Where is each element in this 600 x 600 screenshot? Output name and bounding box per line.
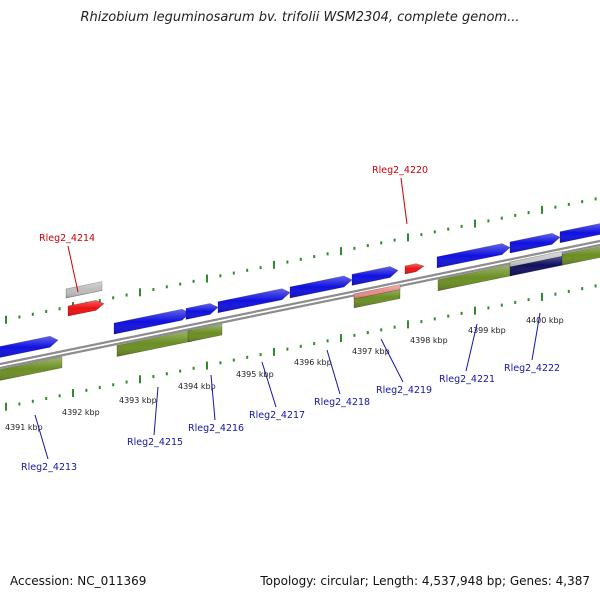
cds-reverse-highlight-shine xyxy=(510,254,562,276)
tick-label: 4391 kbp xyxy=(5,423,43,432)
gene-leader-line xyxy=(531,312,541,361)
tick-label: 4397 kbp xyxy=(352,347,390,356)
map-title: Rhizobium leguminosarum bv. trifolii WSM… xyxy=(80,10,520,25)
gene-label[interactable]: Rleg2_4220 xyxy=(372,165,428,176)
feature-gray-shine xyxy=(510,251,562,267)
gene-leader-line xyxy=(380,338,404,383)
gene-leader-line xyxy=(153,386,159,436)
accession-text: Accession: NC_011369 xyxy=(10,574,147,588)
tick-label: 4395 kbp xyxy=(236,370,274,379)
gene-label[interactable]: Rleg2_4222 xyxy=(504,363,560,374)
gene-label[interactable]: Rleg2_4215 xyxy=(127,437,183,448)
gene-label[interactable]: Rleg2_4217 xyxy=(249,410,305,421)
backbone-line xyxy=(0,243,600,370)
cds-forward-shine xyxy=(290,275,352,299)
gene-leader-line xyxy=(261,361,277,408)
gene-label[interactable]: Rleg2_4216 xyxy=(188,423,244,434)
gene-leader-line xyxy=(34,414,49,460)
cds-reverse-shine xyxy=(354,287,400,308)
tick-label: 4399 kbp xyxy=(468,326,506,335)
cds-forward-shine xyxy=(218,288,290,313)
gene-leader-line xyxy=(210,374,216,421)
cds-reverse-shine xyxy=(117,330,192,357)
feature-pink-shine xyxy=(354,284,400,299)
cds-forward-shine xyxy=(510,233,560,253)
gene-rleg2-4220-shine xyxy=(405,263,424,274)
gene-label[interactable]: Rleg2_4219 xyxy=(376,385,432,396)
cds-forward-shine xyxy=(114,309,190,335)
gene-label[interactable]: Rleg2_4214 xyxy=(39,233,95,244)
tick-label: 4394 kbp xyxy=(178,382,216,391)
feature-gray-shine xyxy=(66,281,102,298)
cds-reverse-shine xyxy=(0,356,62,381)
gene-label[interactable]: Rleg2_4221 xyxy=(439,374,495,385)
cds-forward-shine xyxy=(560,223,600,243)
gene-leader-line xyxy=(465,323,478,372)
tick-label: 4393 kbp xyxy=(119,396,157,405)
tick-label: 4396 kbp xyxy=(294,358,332,367)
cds-forward-shine xyxy=(352,266,398,286)
cds-forward-shine xyxy=(186,303,218,320)
tick-label: 4392 kbp xyxy=(62,408,100,417)
gene-leader-line xyxy=(67,245,79,293)
gene-label[interactable]: Rleg2_4218 xyxy=(314,397,370,408)
gene-leader-line xyxy=(400,177,408,225)
gene-rleg2-4214-shine xyxy=(68,300,104,317)
tick-label: 4400 kbp xyxy=(526,316,564,325)
backbone-line xyxy=(0,239,600,366)
cds-forward-shine xyxy=(437,243,510,268)
gene-label[interactable]: Rleg2_4213 xyxy=(21,462,77,473)
cds-reverse-shine xyxy=(438,264,512,291)
gene-leader-line xyxy=(326,349,341,395)
tick-label: 4398 kbp xyxy=(410,336,448,345)
cds-reverse-shine xyxy=(188,323,222,342)
cds-reverse-shine xyxy=(562,246,600,266)
cds-forward-shine xyxy=(0,336,58,358)
genome-summary-text: Topology: circular; Length: 4,537,948 bp… xyxy=(260,574,590,588)
